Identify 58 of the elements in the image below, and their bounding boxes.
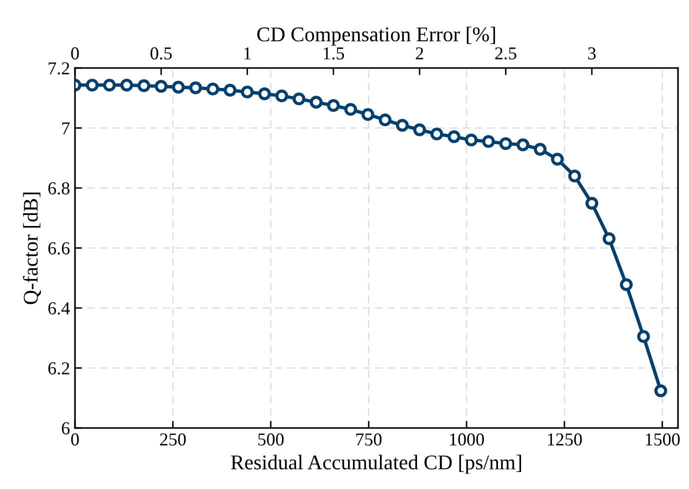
x2-tick-label: 0 [71, 47, 79, 60]
point [516, 138, 530, 152]
y-tick-label: 6.6 [48, 242, 70, 255]
point [602, 232, 616, 246]
point [240, 86, 254, 98]
x-tick-label: 500 [258, 433, 284, 446]
point [258, 87, 271, 100]
point [327, 99, 340, 112]
point [275, 90, 288, 102]
point [378, 114, 392, 126]
point [568, 170, 582, 182]
x-tick-label: 1500 [646, 433, 680, 446]
y-tick-label: 6 [62, 422, 70, 434]
x2-tick-label: 2.5 [495, 47, 516, 60]
point [534, 142, 547, 156]
point [396, 118, 409, 132]
x-tick-label: 0 [71, 433, 79, 446]
point [620, 278, 633, 291]
point [361, 108, 374, 121]
point [206, 82, 220, 96]
point [154, 80, 168, 93]
y-axis-title: Q-factor [dB] [22, 192, 41, 304]
x-tick-label: 750 [356, 433, 382, 446]
point [224, 84, 236, 97]
x-tick-label: 1250 [548, 433, 582, 446]
point [448, 130, 460, 144]
point [310, 96, 323, 109]
point [551, 152, 564, 166]
y-tick-label: 7 [62, 122, 70, 134]
point [292, 92, 306, 106]
x2-tick-label: 0.5 [150, 47, 172, 60]
point [637, 330, 650, 343]
x2-tick-label: 1 [244, 47, 251, 60]
x2-axis-title: CD Compensation Error [%] [257, 26, 496, 46]
point [189, 81, 202, 94]
point [86, 78, 99, 92]
point [103, 78, 116, 92]
y-tick-label: 6.2 [48, 362, 70, 375]
point [138, 79, 150, 92]
y-tick-label: 6.4 [48, 302, 70, 315]
x2-tick-label: 2 [416, 47, 424, 60]
x2-tick-label: 3 [588, 47, 596, 60]
point [585, 196, 598, 210]
point [172, 80, 185, 94]
point [413, 123, 426, 136]
x2-tick-label: 1.5 [324, 47, 344, 60]
point [499, 137, 512, 150]
y-tick-label: 6.8 [48, 182, 70, 195]
point [464, 134, 478, 146]
point [482, 135, 495, 148]
point [430, 128, 444, 140]
x-tick-label: 1000 [450, 433, 484, 446]
y-tick-label: 7.2 [48, 62, 70, 75]
x-tick-label: 250 [160, 433, 186, 446]
x-axis-title: Residual Accumulated CD [ps/nm] [230, 454, 522, 474]
point [120, 78, 134, 92]
point [654, 384, 668, 398]
point [344, 103, 358, 116]
